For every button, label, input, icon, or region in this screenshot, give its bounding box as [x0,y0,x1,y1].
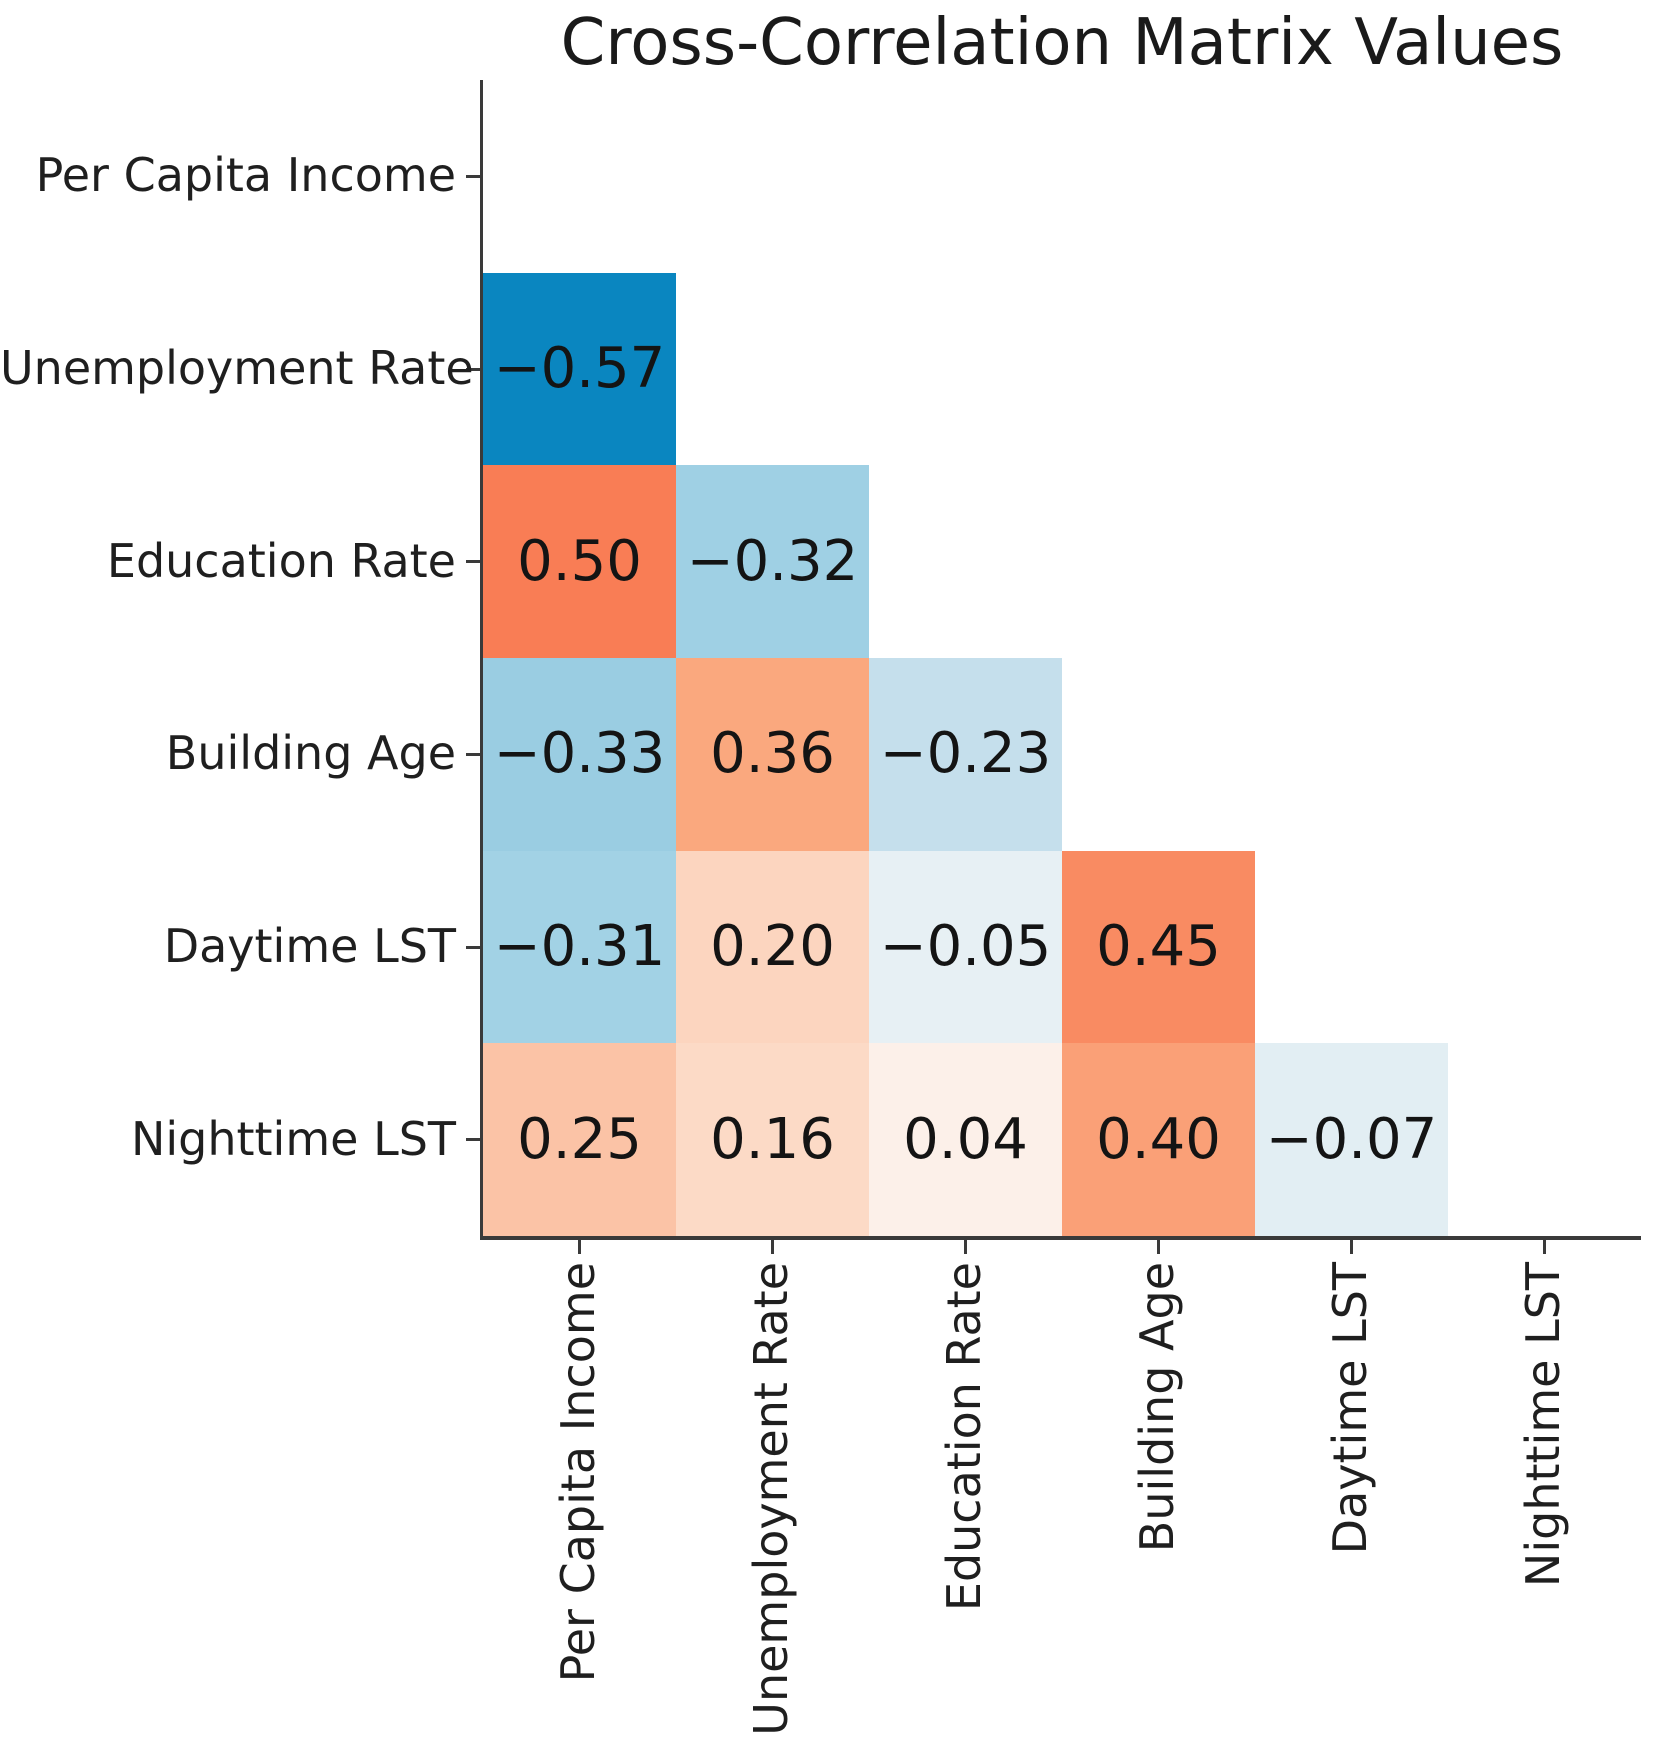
heatmap-cell: 0.50 [483,465,676,658]
y-tick [466,560,480,564]
x-tick [1543,1240,1546,1254]
y-tick-label: Per Capita Income [35,148,456,203]
heatmap-cell-value: 0.40 [1096,1106,1221,1172]
heatmap-cell-value: 0.04 [903,1106,1028,1172]
y-tick-label: Building Age [165,726,456,781]
heatmap-cell-value: 0.16 [710,1106,835,1172]
heatmap-cell-value: −0.57 [493,335,666,401]
y-tick-label: Education Rate [106,533,456,588]
x-tick [964,1240,967,1254]
heatmap-cell: 0.20 [676,850,869,1044]
x-tick-label: Daytime LST [1322,1262,1377,1555]
heatmap-cell: 0.36 [676,658,869,851]
heatmap-plot-area: −0.57 0.50 −0.32 −0.33 0.36 −0.23 −0.31 0.20 −0.… [483,80,1641,1236]
y-tick-label: Unemployment Rate [0,341,474,395]
heatmap-cell-value: 0.20 [710,914,835,979]
heatmap-cell-value: 0.45 [1096,914,1221,979]
heatmap-cell-value: −0.23 [879,721,1052,787]
heatmap-cell: 0.16 [676,1043,869,1236]
heatmap-cell: 0.04 [869,1043,1062,1236]
y-tick [466,1138,480,1142]
x-tick [1157,1240,1160,1254]
heatmap-cell: −0.07 [1255,1043,1448,1236]
x-tick-label: Unemployment Rate [743,1262,798,1736]
heatmap-cell: −0.05 [869,850,1062,1044]
x-tick-label: Education Rate [936,1262,991,1612]
heatmap-cell: −0.33 [483,658,676,851]
heatmap-cell-value: 0.36 [710,721,835,787]
heatmap-cell-value: −0.33 [493,721,666,787]
x-tick-label: Nighttime LST [1515,1262,1570,1588]
y-tick-label: Daytime LST [163,919,456,973]
y-tick [466,945,480,949]
heatmap-cell: 0.45 [1062,850,1255,1044]
x-tick [1350,1240,1353,1254]
y-axis-spine [480,80,483,1240]
x-tick-label: Per Capita Income [550,1262,605,1683]
heatmap-cell-value: −0.05 [879,914,1052,979]
chart-title: Cross-Correlation Matrix Values [560,6,1564,80]
heatmap-cell: 0.25 [483,1043,676,1236]
heatmap-cell: −0.57 [483,272,676,466]
heatmap-cell: −0.31 [483,850,676,1044]
x-tick [771,1240,774,1254]
y-tick-label: Nighttime LST [130,1111,456,1166]
heatmap-cell: 0.40 [1062,1043,1255,1236]
y-tick [466,174,480,178]
heatmap-cell-value: −0.07 [1265,1106,1438,1172]
y-tick [466,367,480,371]
x-axis-spine [480,1236,1641,1240]
x-tick-label: Building Age [1129,1262,1184,1553]
heatmap-cell: −0.32 [676,465,869,658]
heatmap-cell-value: −0.32 [686,528,859,594]
y-tick [466,752,480,756]
heatmap-cell-value: 0.50 [517,528,642,594]
heatmap-cell: −0.23 [869,658,1062,851]
heatmap-cell-value: 0.25 [517,1106,642,1172]
x-tick [578,1240,581,1254]
heatmap-cell-value: −0.31 [493,914,666,979]
